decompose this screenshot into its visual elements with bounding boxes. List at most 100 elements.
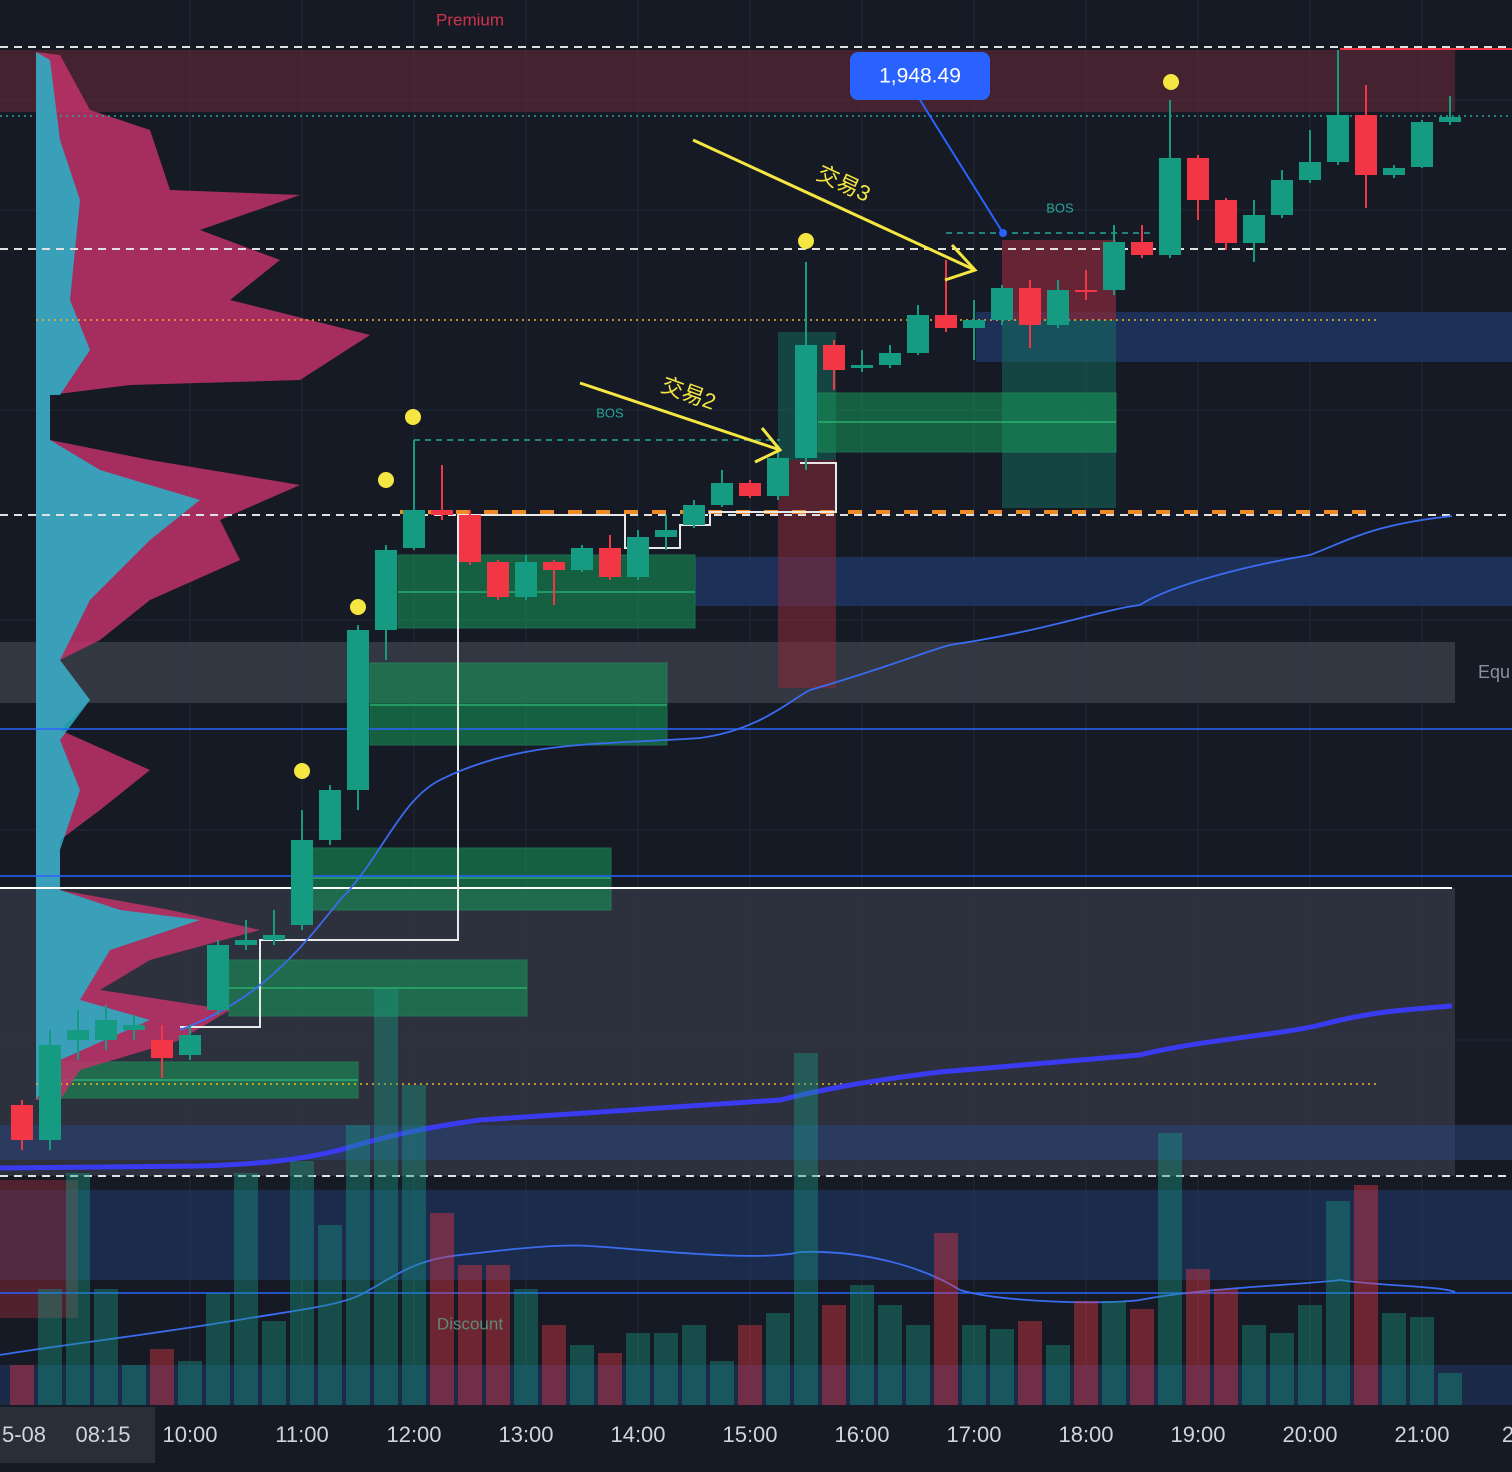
candle-body [39, 1045, 61, 1140]
volume-bar [738, 1325, 762, 1405]
volume-bars [10, 989, 1462, 1405]
volume-bar [962, 1325, 986, 1405]
candle-body [879, 353, 901, 365]
candle-body [823, 345, 845, 370]
price-pointer [919, 99, 1004, 234]
candle-body [767, 458, 789, 496]
candle-body [627, 537, 649, 577]
candle-body [1439, 117, 1461, 122]
candle-body [1355, 115, 1377, 175]
volume-bar [1130, 1309, 1154, 1405]
volume-bar [346, 1125, 370, 1405]
volume-bar [906, 1325, 930, 1405]
time-badge-date: 5-08 [2, 1422, 46, 1447]
volume-bar [626, 1333, 650, 1405]
time-badge-time: 08:15 [75, 1422, 130, 1447]
candle-body [319, 790, 341, 840]
x-tick-label: 13:00 [498, 1422, 553, 1447]
volume-bar [206, 1293, 230, 1405]
volume-bar [10, 1365, 34, 1405]
x-tick-label: 14:00 [610, 1422, 665, 1447]
price-marker: 1,948.49 [850, 52, 1007, 237]
candle-body [1243, 215, 1265, 243]
candle-body [1103, 242, 1125, 290]
x-tick-label: 10:00 [162, 1422, 217, 1447]
candle-body [123, 1025, 145, 1030]
volume-bar [570, 1345, 594, 1405]
volume-bar [1102, 1301, 1126, 1405]
candle-body [935, 315, 957, 328]
price-label: 1,948.49 [879, 65, 961, 88]
volume-bar [1018, 1321, 1042, 1405]
candle-body [291, 840, 313, 925]
candle-body [599, 548, 621, 577]
candle-body [179, 1035, 201, 1055]
volume-bar [654, 1333, 678, 1405]
volume-bar [1326, 1201, 1350, 1405]
volume-bar [990, 1329, 1014, 1405]
pivot-dots [294, 74, 1179, 779]
candle-body [571, 548, 593, 570]
volume-bar [878, 1305, 902, 1405]
volume-bar [1438, 1373, 1462, 1405]
volume-bar [1410, 1317, 1434, 1405]
volume-bar [1214, 1289, 1238, 1405]
candle-body [851, 365, 873, 368]
equilibrium-label: Equ [1478, 662, 1510, 682]
candle-body [151, 1040, 173, 1058]
candle-body [403, 510, 425, 548]
volume-bar [122, 1365, 146, 1405]
volume-bar [542, 1325, 566, 1405]
candle-body [67, 1030, 89, 1040]
candle-body [795, 345, 817, 458]
volume-bar [66, 1173, 90, 1405]
candle-body [1383, 168, 1405, 175]
candle-body [11, 1105, 33, 1140]
candle-body [235, 940, 257, 945]
volume-bar [1158, 1133, 1182, 1405]
candle-body [907, 315, 929, 353]
volume-bar [318, 1225, 342, 1405]
reference-lines [0, 46, 1512, 1356]
x-tick-label: 20:00 [1282, 1422, 1337, 1447]
volume-bar [682, 1325, 706, 1405]
volume-bar [1186, 1269, 1210, 1405]
x-tick-label: 2 [1502, 1422, 1512, 1447]
x-tick-label: 16:00 [834, 1422, 889, 1447]
volume-bar [234, 1173, 258, 1405]
volume-bar [262, 1321, 286, 1405]
candle-body [1271, 180, 1293, 215]
candle-body [1327, 115, 1349, 162]
premium-label: Premium [436, 10, 504, 29]
x-tick-label: 21:00 [1394, 1422, 1449, 1447]
volume-profile [36, 52, 370, 1100]
candle-body [431, 510, 453, 515]
candle-body [683, 505, 705, 525]
x-tick-label: 15:00 [722, 1422, 777, 1447]
volume-bar [934, 1233, 958, 1405]
candle-body [1159, 158, 1181, 255]
volume-bar [430, 1213, 454, 1405]
candle-body [1075, 290, 1097, 292]
candles [11, 50, 1461, 1150]
volume-bar [794, 1053, 818, 1405]
volume-bar [514, 1289, 538, 1405]
x-tick-label: 12:00 [386, 1422, 441, 1447]
bos-label: BOS [1046, 200, 1074, 215]
volume-bar [1242, 1325, 1266, 1405]
bos-label: BOS [596, 405, 624, 420]
candle-body [739, 483, 761, 496]
candle-body [347, 630, 369, 790]
volume-bar [1270, 1333, 1294, 1405]
candle-body [487, 562, 509, 597]
time-badge [0, 1407, 155, 1463]
candle-body [1019, 288, 1041, 325]
price-badge [850, 52, 990, 100]
time-axis [0, 1405, 1512, 1472]
volume-bar [1354, 1185, 1378, 1405]
candle-body [1299, 162, 1321, 180]
volume-bar [710, 1361, 734, 1405]
candle-body [655, 530, 677, 537]
candle-body [1187, 158, 1209, 200]
